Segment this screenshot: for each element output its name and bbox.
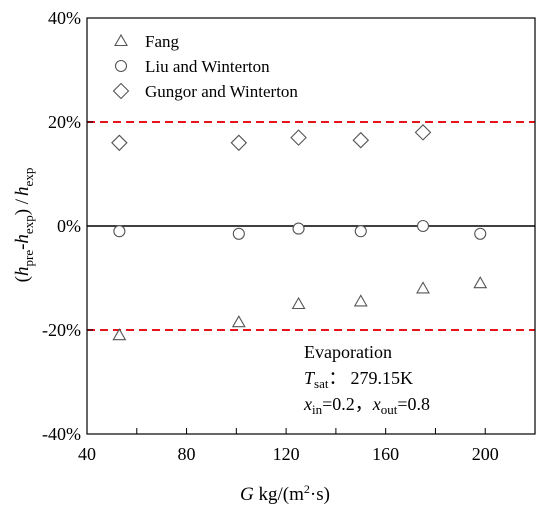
- triangle-point: [291, 296, 306, 310]
- t-var: T: [304, 368, 316, 388]
- x-tick-label: 80: [178, 444, 196, 464]
- circle-point: [354, 225, 367, 238]
- y-axis-ticks: -40% -20% 0% 20% 40%: [42, 8, 93, 444]
- y-title-close: ) /: [12, 198, 33, 215]
- legend-label: Gungor and Winterton: [145, 82, 298, 101]
- x-out-value: =0.8: [397, 394, 430, 414]
- x-in-sub: in: [312, 402, 323, 417]
- diamond-point: [290, 129, 307, 146]
- circle-point: [113, 225, 126, 238]
- annotation-line-3: xin=0.2，xout=0.8: [303, 394, 430, 417]
- circle-point: [474, 227, 487, 240]
- legend-label: Fang: [145, 32, 180, 51]
- x-tick-label: 120: [273, 444, 300, 464]
- x-title-var: G: [240, 484, 254, 505]
- circle-point: [232, 227, 245, 240]
- legend-label: Liu and Winterton: [145, 57, 270, 76]
- x-in-var: x: [303, 394, 312, 414]
- x-out-var: x: [372, 394, 381, 414]
- y-tick-label: 20%: [48, 112, 81, 132]
- reference-lines: [87, 121, 535, 331]
- x-axis-title: G kg/(m2·s): [240, 482, 330, 505]
- y-title-open: (: [12, 276, 33, 282]
- x-title-unit-pre: kg/(m: [254, 484, 304, 505]
- x-in-value: =0.2，: [322, 394, 373, 414]
- y-title-h2: h: [12, 234, 33, 244]
- circle-point: [416, 219, 430, 233]
- t-value: 279.15K: [350, 368, 413, 388]
- triangle-point: [416, 281, 430, 294]
- y-tick-label: -20%: [42, 320, 81, 340]
- x-out-sub: out: [381, 402, 398, 417]
- triangle-point: [353, 294, 368, 307]
- x-tick-label: 160: [372, 444, 399, 464]
- diamond-point: [352, 131, 370, 149]
- x-title-unit-post: ·s): [310, 484, 330, 505]
- y-title-s3: exp: [21, 168, 36, 187]
- t-sub: sat: [314, 376, 329, 391]
- annotation-line-2: Tsat： 279.15K: [304, 368, 413, 391]
- y-title-dash: -: [12, 244, 33, 250]
- legend-diamond-marker: [112, 82, 130, 100]
- data-points: [111, 124, 488, 341]
- y-tick-label: 0%: [57, 216, 81, 236]
- diamond-point: [111, 134, 128, 152]
- y-title-s2: exp: [21, 215, 36, 234]
- annotation-line-1: Evaporation: [304, 342, 392, 362]
- legend-circle-marker: [114, 59, 128, 73]
- annotation: Evaporation Tsat： 279.15K xin=0.2，xout=0.…: [303, 342, 430, 417]
- x-tick-label: 200: [472, 444, 499, 464]
- legend-triangle-marker: [114, 33, 128, 47]
- x-tick-label: 40: [78, 444, 96, 464]
- y-title-h3: h: [12, 186, 33, 196]
- triangle-point: [112, 328, 127, 341]
- y-axis-title: (hpre-hexp) /hexp: [12, 168, 36, 283]
- triangle-point: [231, 315, 246, 328]
- diamond-point: [414, 124, 432, 141]
- circle-point: [292, 222, 305, 235]
- triangle-point: [473, 276, 488, 289]
- diamond-point: [230, 134, 248, 152]
- legend: Fang Liu and Winterton Gungor and Winterto…: [112, 32, 298, 101]
- y-title-s1: pre: [21, 250, 36, 267]
- y-tick-label: 40%: [48, 8, 81, 28]
- y-tick-label: -40%: [42, 424, 81, 444]
- x-axis-ticks: 40 80 120 160 200: [78, 428, 499, 464]
- t-sep: ：: [328, 368, 346, 388]
- x-title-unit-sup: 2: [304, 482, 310, 496]
- y-title-h1: h: [12, 267, 33, 277]
